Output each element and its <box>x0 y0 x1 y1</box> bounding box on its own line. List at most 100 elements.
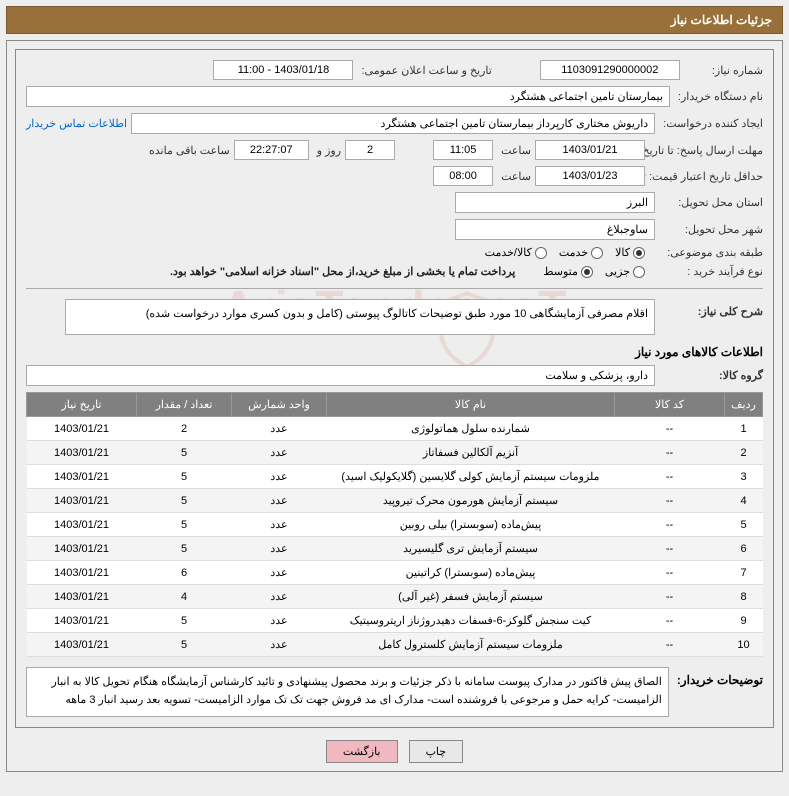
table-cell: 5 <box>725 513 763 537</box>
table-cell: 4 <box>725 489 763 513</box>
min-validity-label: حداقل تاریخ اعتبار قیمت: تا تاریخ: <box>653 170 763 183</box>
table-cell: 5 <box>137 465 232 489</box>
process-radio-group: جزیی متوسط <box>543 265 645 278</box>
table-row: 6--سیستم آزمایش تری گلیسیریدعدد51403/01/… <box>27 537 763 561</box>
subject-option-2[interactable]: کالا/خدمت <box>485 246 547 259</box>
table-row: 4--سیستم آزمایش هورمون محرک تیروپیدعدد51… <box>27 489 763 513</box>
table-cell: ملزومات سیستم آزمایش کلسترول کامل <box>327 633 615 657</box>
table-cell: سیستم آزمایش هورمون محرک تیروپید <box>327 489 615 513</box>
buyer-org-field: بیمارستان تامین اجتماعی هشتگرد <box>26 86 670 107</box>
radio-icon[interactable] <box>633 247 645 259</box>
table-cell: -- <box>615 417 725 441</box>
response-deadline-label: مهلت ارسال پاسخ: تا تاریخ: <box>653 144 763 157</box>
table-cell: -- <box>615 441 725 465</box>
table-row: 2--آنزیم آلکالین فسفاتازعدد51403/01/21 <box>27 441 763 465</box>
table-cell: عدد <box>232 609 327 633</box>
announce-datetime-field: 1403/01/18 - 11:00 <box>213 60 353 80</box>
table-row: 7--پیش‌ماده (سوبسترا) کراتینینعدد61403/0… <box>27 561 763 585</box>
table-cell: 5 <box>137 537 232 561</box>
table-cell: 1403/01/21 <box>27 489 137 513</box>
general-desc-label: شرح کلی نیاز: <box>663 299 763 318</box>
process-option-1[interactable]: متوسط <box>543 265 593 278</box>
table-cell: کیت سنجش گلوکز-6-فسفات دهیدروژناز اریترو… <box>327 609 615 633</box>
table-cell: 5 <box>137 513 232 537</box>
general-desc-field: اقلام مصرفی آزمایشگاهی 10 مورد طبق توضیح… <box>65 299 655 335</box>
table-row: 5--پیش‌ماده (سوبسترا) بیلی روبینعدد51403… <box>27 513 763 537</box>
print-button[interactable]: چاپ <box>409 740 464 763</box>
table-cell: عدد <box>232 585 327 609</box>
table-cell: عدد <box>232 489 327 513</box>
buyer-contact-link[interactable]: اطلاعات تماس خریدار <box>26 117 127 130</box>
radio-label: خدمت <box>559 246 588 259</box>
page-title-bar: جزئیات اطلاعات نیاز <box>6 6 783 34</box>
table-cell: شمارنده سلول هماتولوژی <box>327 417 615 441</box>
province-field: البرز <box>455 192 655 213</box>
table-cell: 2 <box>725 441 763 465</box>
subject-radio-group: کالا خدمت کالا/خدمت <box>485 246 645 259</box>
table-cell: عدد <box>232 417 327 441</box>
time-label-2: ساعت <box>501 170 531 183</box>
radio-icon[interactable] <box>591 247 603 259</box>
radio-icon[interactable] <box>633 266 645 278</box>
table-cell: 5 <box>137 609 232 633</box>
table-cell: عدد <box>232 537 327 561</box>
table-row: 9--کیت سنجش گلوکز-6-فسفات دهیدروژناز اری… <box>27 609 763 633</box>
table-header: ردیف <box>725 393 763 417</box>
back-button[interactable]: بازگشت <box>326 740 398 763</box>
subject-option-0[interactable]: کالا <box>615 246 645 259</box>
table-cell: سیستم آزمایش فسفر (غیر آلی) <box>327 585 615 609</box>
table-cell: 6 <box>725 537 763 561</box>
table-cell: -- <box>615 609 725 633</box>
buyer-notes-label: توضیحات خریدار: <box>677 667 763 687</box>
response-date-field: 1403/01/21 <box>535 140 645 160</box>
validity-date-field: 1403/01/23 <box>535 166 645 186</box>
goods-group-label: گروه کالا: <box>663 369 763 382</box>
city-label: شهر محل تحویل: <box>663 223 763 236</box>
requester-label: ایجاد کننده درخواست: <box>663 117 763 130</box>
table-cell: -- <box>615 585 725 609</box>
table-row: 10--ملزومات سیستم آزمایش کلسترول کاملعدد… <box>27 633 763 657</box>
table-cell: -- <box>615 537 725 561</box>
need-number-field: 1103091290000002 <box>540 60 680 80</box>
radio-label: متوسط <box>543 265 578 278</box>
table-cell: 1403/01/21 <box>27 441 137 465</box>
table-cell: 3 <box>725 465 763 489</box>
table-cell: 10 <box>725 633 763 657</box>
subject-option-1[interactable]: خدمت <box>559 246 603 259</box>
table-cell: 1403/01/21 <box>27 585 137 609</box>
process-label: نوع فرآیند خرید : <box>653 265 763 278</box>
days-left-field: 2 <box>345 140 395 160</box>
table-cell: 2 <box>137 417 232 441</box>
table-header: واحد شمارش <box>232 393 327 417</box>
table-cell: 5 <box>137 489 232 513</box>
table-cell: 4 <box>137 585 232 609</box>
table-cell: ملزومات سیستم آزمایش کولی گلایسین (گلایک… <box>327 465 615 489</box>
buyer-notes-field: الصاق پیش فاکتور در مدارک پیوست سامانه ب… <box>26 667 669 717</box>
page-title: جزئیات اطلاعات نیاز <box>671 13 772 27</box>
remaining-label: ساعت باقی مانده <box>149 144 230 157</box>
process-option-0[interactable]: جزیی <box>605 265 645 278</box>
requester-field: داریوش مختاری کارپرداز بیمارستان تامین ا… <box>131 113 655 134</box>
table-cell: پیش‌ماده (سوبسترا) بیلی روبین <box>327 513 615 537</box>
table-row: 8--سیستم آزمایش فسفر (غیر آلی)عدد41403/0… <box>27 585 763 609</box>
radio-icon[interactable] <box>535 247 547 259</box>
table-cell: 1 <box>725 417 763 441</box>
days-and-label: روز و <box>317 144 341 157</box>
buyer-org-label: نام دستگاه خریدار: <box>678 90 763 103</box>
announce-datetime-label: تاریخ و ساعت اعلان عمومی: <box>361 64 491 77</box>
table-row: 1--شمارنده سلول هماتولوژیعدد21403/01/21 <box>27 417 763 441</box>
table-cell: آنزیم آلکالین فسفاتاز <box>327 441 615 465</box>
table-cell: 1403/01/21 <box>27 633 137 657</box>
table-cell: عدد <box>232 513 327 537</box>
radio-icon[interactable] <box>581 266 593 278</box>
table-cell: -- <box>615 561 725 585</box>
validity-time-field: 08:00 <box>433 166 493 186</box>
table-header: کد کالا <box>615 393 725 417</box>
goods-table: ردیفکد کالانام کالاواحد شمارشتعداد / مقد… <box>26 392 763 657</box>
city-field: ساوجبلاغ <box>455 219 655 240</box>
subject-class-label: طبقه بندی موضوعی: <box>653 246 763 259</box>
payment-note: پرداخت تمام یا بخشی از مبلغ خرید،از محل … <box>170 265 515 278</box>
table-cell: -- <box>615 633 725 657</box>
table-cell: 8 <box>725 585 763 609</box>
table-cell: 1403/01/21 <box>27 465 137 489</box>
